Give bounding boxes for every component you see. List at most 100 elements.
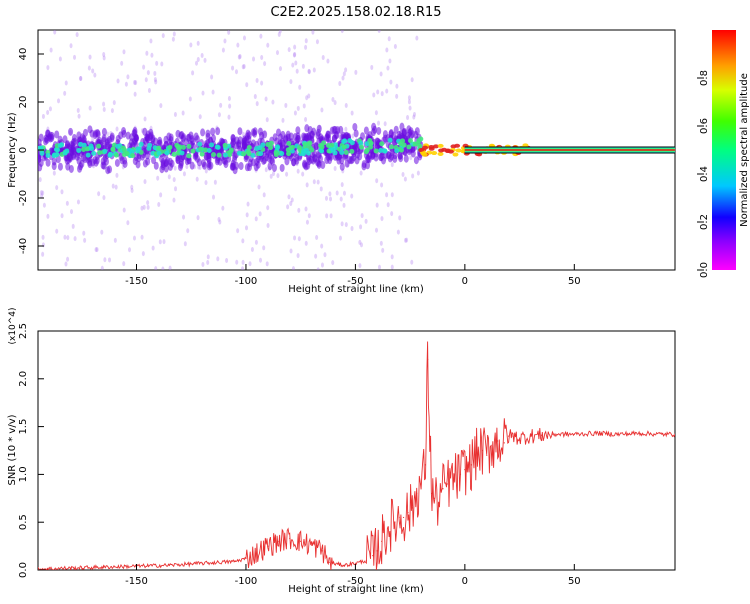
spectrogram-noise-speck bbox=[146, 70, 150, 76]
spectrogram-noise-speck bbox=[100, 229, 104, 235]
spectrogram-signal-blob bbox=[175, 150, 181, 156]
spectrogram-transition-blob bbox=[428, 144, 435, 149]
spectrogram-noise-speck bbox=[162, 239, 166, 245]
spectrogram-signal-blob bbox=[214, 144, 220, 150]
spectrogram-signal-blob bbox=[199, 151, 205, 157]
spectrogram-signal-blob bbox=[81, 146, 87, 152]
spectrogram-noise-speck bbox=[395, 83, 399, 89]
spectrogram-noise-speck bbox=[60, 213, 64, 219]
spectrogram-noise-speck bbox=[377, 30, 381, 34]
spectrogram-noise-speck bbox=[217, 112, 221, 118]
spectrogram-noise-speck bbox=[407, 95, 411, 101]
spectrogram-signal-blob bbox=[102, 148, 108, 154]
snr-point bbox=[402, 516, 405, 519]
spectrogram-noise-speck bbox=[311, 30, 315, 35]
spectrogram-noise-speck bbox=[412, 111, 416, 117]
spectrogram-noise-speck bbox=[304, 240, 308, 246]
spectrogram-noise-blob bbox=[200, 128, 206, 137]
spectrogram-noise-speck bbox=[277, 31, 281, 37]
spectrogram-noise-speck bbox=[70, 209, 74, 215]
spectrogram-y-tick-label: -40 bbox=[18, 238, 29, 254]
spectrogram-noise-speck bbox=[159, 192, 163, 198]
spectrogram-noise-speck bbox=[412, 114, 416, 120]
snr-y-multiplier: (x10^4) bbox=[8, 307, 18, 344]
spectrogram-noise-speck bbox=[241, 259, 245, 265]
spectrogram-noise-blob bbox=[252, 127, 258, 136]
spectrogram-signal-blob bbox=[113, 152, 119, 158]
spectrogram-noise-blob bbox=[150, 136, 156, 145]
snr-point bbox=[311, 544, 313, 546]
snr-point bbox=[365, 559, 367, 562]
spectrogram-signal-blob bbox=[246, 151, 252, 157]
snr-point bbox=[595, 432, 597, 434]
spectrogram-noise-speck bbox=[143, 116, 147, 122]
spectrogram-noise-blob bbox=[382, 134, 388, 143]
spectrogram-noise-speck bbox=[201, 262, 205, 268]
spectrogram-noise-speck bbox=[395, 93, 399, 99]
spectrogram-noise-speck bbox=[40, 193, 44, 199]
spectrogram-noise-speck bbox=[329, 213, 333, 219]
spectrogram-noise-speck bbox=[153, 70, 157, 76]
snr-point bbox=[407, 512, 409, 514]
spectrogram-noise-speck bbox=[304, 38, 308, 44]
spectrogram-x-label: Height of straight line (km) bbox=[288, 284, 424, 295]
spectrogram-noise-speck bbox=[95, 247, 99, 253]
spectrogram-transition-blob bbox=[454, 143, 461, 148]
snr-point bbox=[289, 537, 291, 540]
spectrogram-noise-speck bbox=[186, 228, 190, 234]
spectrogram-noise-speck bbox=[39, 190, 43, 196]
spectrogram-noise-blob bbox=[189, 135, 195, 144]
spectrogram-noise-speck bbox=[359, 242, 363, 248]
spectrogram-noise-blob bbox=[363, 126, 369, 135]
spectrogram-signal-blob bbox=[179, 150, 185, 156]
snr-point bbox=[540, 434, 543, 436]
spectrogram-noise-blob bbox=[316, 124, 322, 133]
spectrogram-noise-speck bbox=[390, 162, 394, 168]
snr-point bbox=[453, 478, 455, 480]
spectrogram-noise-speck bbox=[102, 107, 106, 113]
spectrogram-noise-speck bbox=[351, 133, 355, 139]
snr-y-tick-label: 0.0 bbox=[18, 562, 29, 578]
spectrogram-noise-speck bbox=[342, 202, 346, 208]
spectrogram-noise-blob bbox=[54, 130, 60, 139]
spectrogram-signal-blob bbox=[279, 151, 285, 157]
spectrogram-noise-speck bbox=[278, 66, 282, 72]
spectrogram-noise-speck bbox=[386, 202, 390, 208]
spectrogram-noise-blob bbox=[175, 156, 181, 165]
spectrogram-signal-blob bbox=[387, 137, 393, 143]
spectrogram-noise-blob bbox=[271, 163, 277, 172]
spectrogram-noise-speck bbox=[64, 261, 68, 267]
spectrogram-noise-speck bbox=[241, 238, 245, 244]
spectrogram-noise-speck bbox=[160, 61, 164, 67]
spectrogram-noise-speck bbox=[380, 216, 384, 222]
spectrogram-noise-speck bbox=[41, 190, 45, 196]
spectrogram-noise-speck bbox=[340, 182, 344, 188]
spectrogram-noise-speck bbox=[316, 267, 320, 270]
spectrogram-noise-speck bbox=[203, 57, 207, 63]
spectrogram-signal-blob bbox=[330, 147, 336, 153]
spectrogram-noise-speck bbox=[133, 80, 137, 86]
spectrogram-noise-speck bbox=[406, 115, 410, 121]
spectrogram-noise-speck bbox=[145, 50, 149, 56]
spectrogram-noise-blob bbox=[398, 130, 404, 139]
spectrogram-noise-speck bbox=[154, 79, 158, 85]
snr-y-tick-label: 1.0 bbox=[18, 466, 29, 482]
spectrogram-signal-blob bbox=[309, 147, 315, 153]
spectrogram-signal-blob bbox=[339, 149, 345, 155]
spectrogram-noise-speck bbox=[260, 54, 264, 60]
spectrogram-noise-blob bbox=[121, 127, 127, 136]
spectrogram-transition-blob bbox=[438, 148, 445, 153]
spectrogram-noise-speck bbox=[287, 194, 291, 200]
spectrogram-noise-speck bbox=[409, 155, 413, 161]
snr-x-tick-label: 0 bbox=[462, 576, 468, 587]
snr-point bbox=[420, 483, 422, 485]
spectrogram-signal-blob bbox=[222, 152, 228, 158]
spectrogram-noise-speck bbox=[297, 236, 301, 242]
spectrogram-noise-speck bbox=[195, 176, 199, 182]
spectrogram-noise-speck bbox=[376, 89, 380, 95]
spectrogram-noise-speck bbox=[255, 78, 259, 84]
spectrogram-signal-blob bbox=[81, 142, 87, 148]
spectrogram-noise-speck bbox=[377, 120, 381, 126]
spectrogram-noise-speck bbox=[94, 247, 98, 253]
snr-point bbox=[442, 488, 444, 490]
